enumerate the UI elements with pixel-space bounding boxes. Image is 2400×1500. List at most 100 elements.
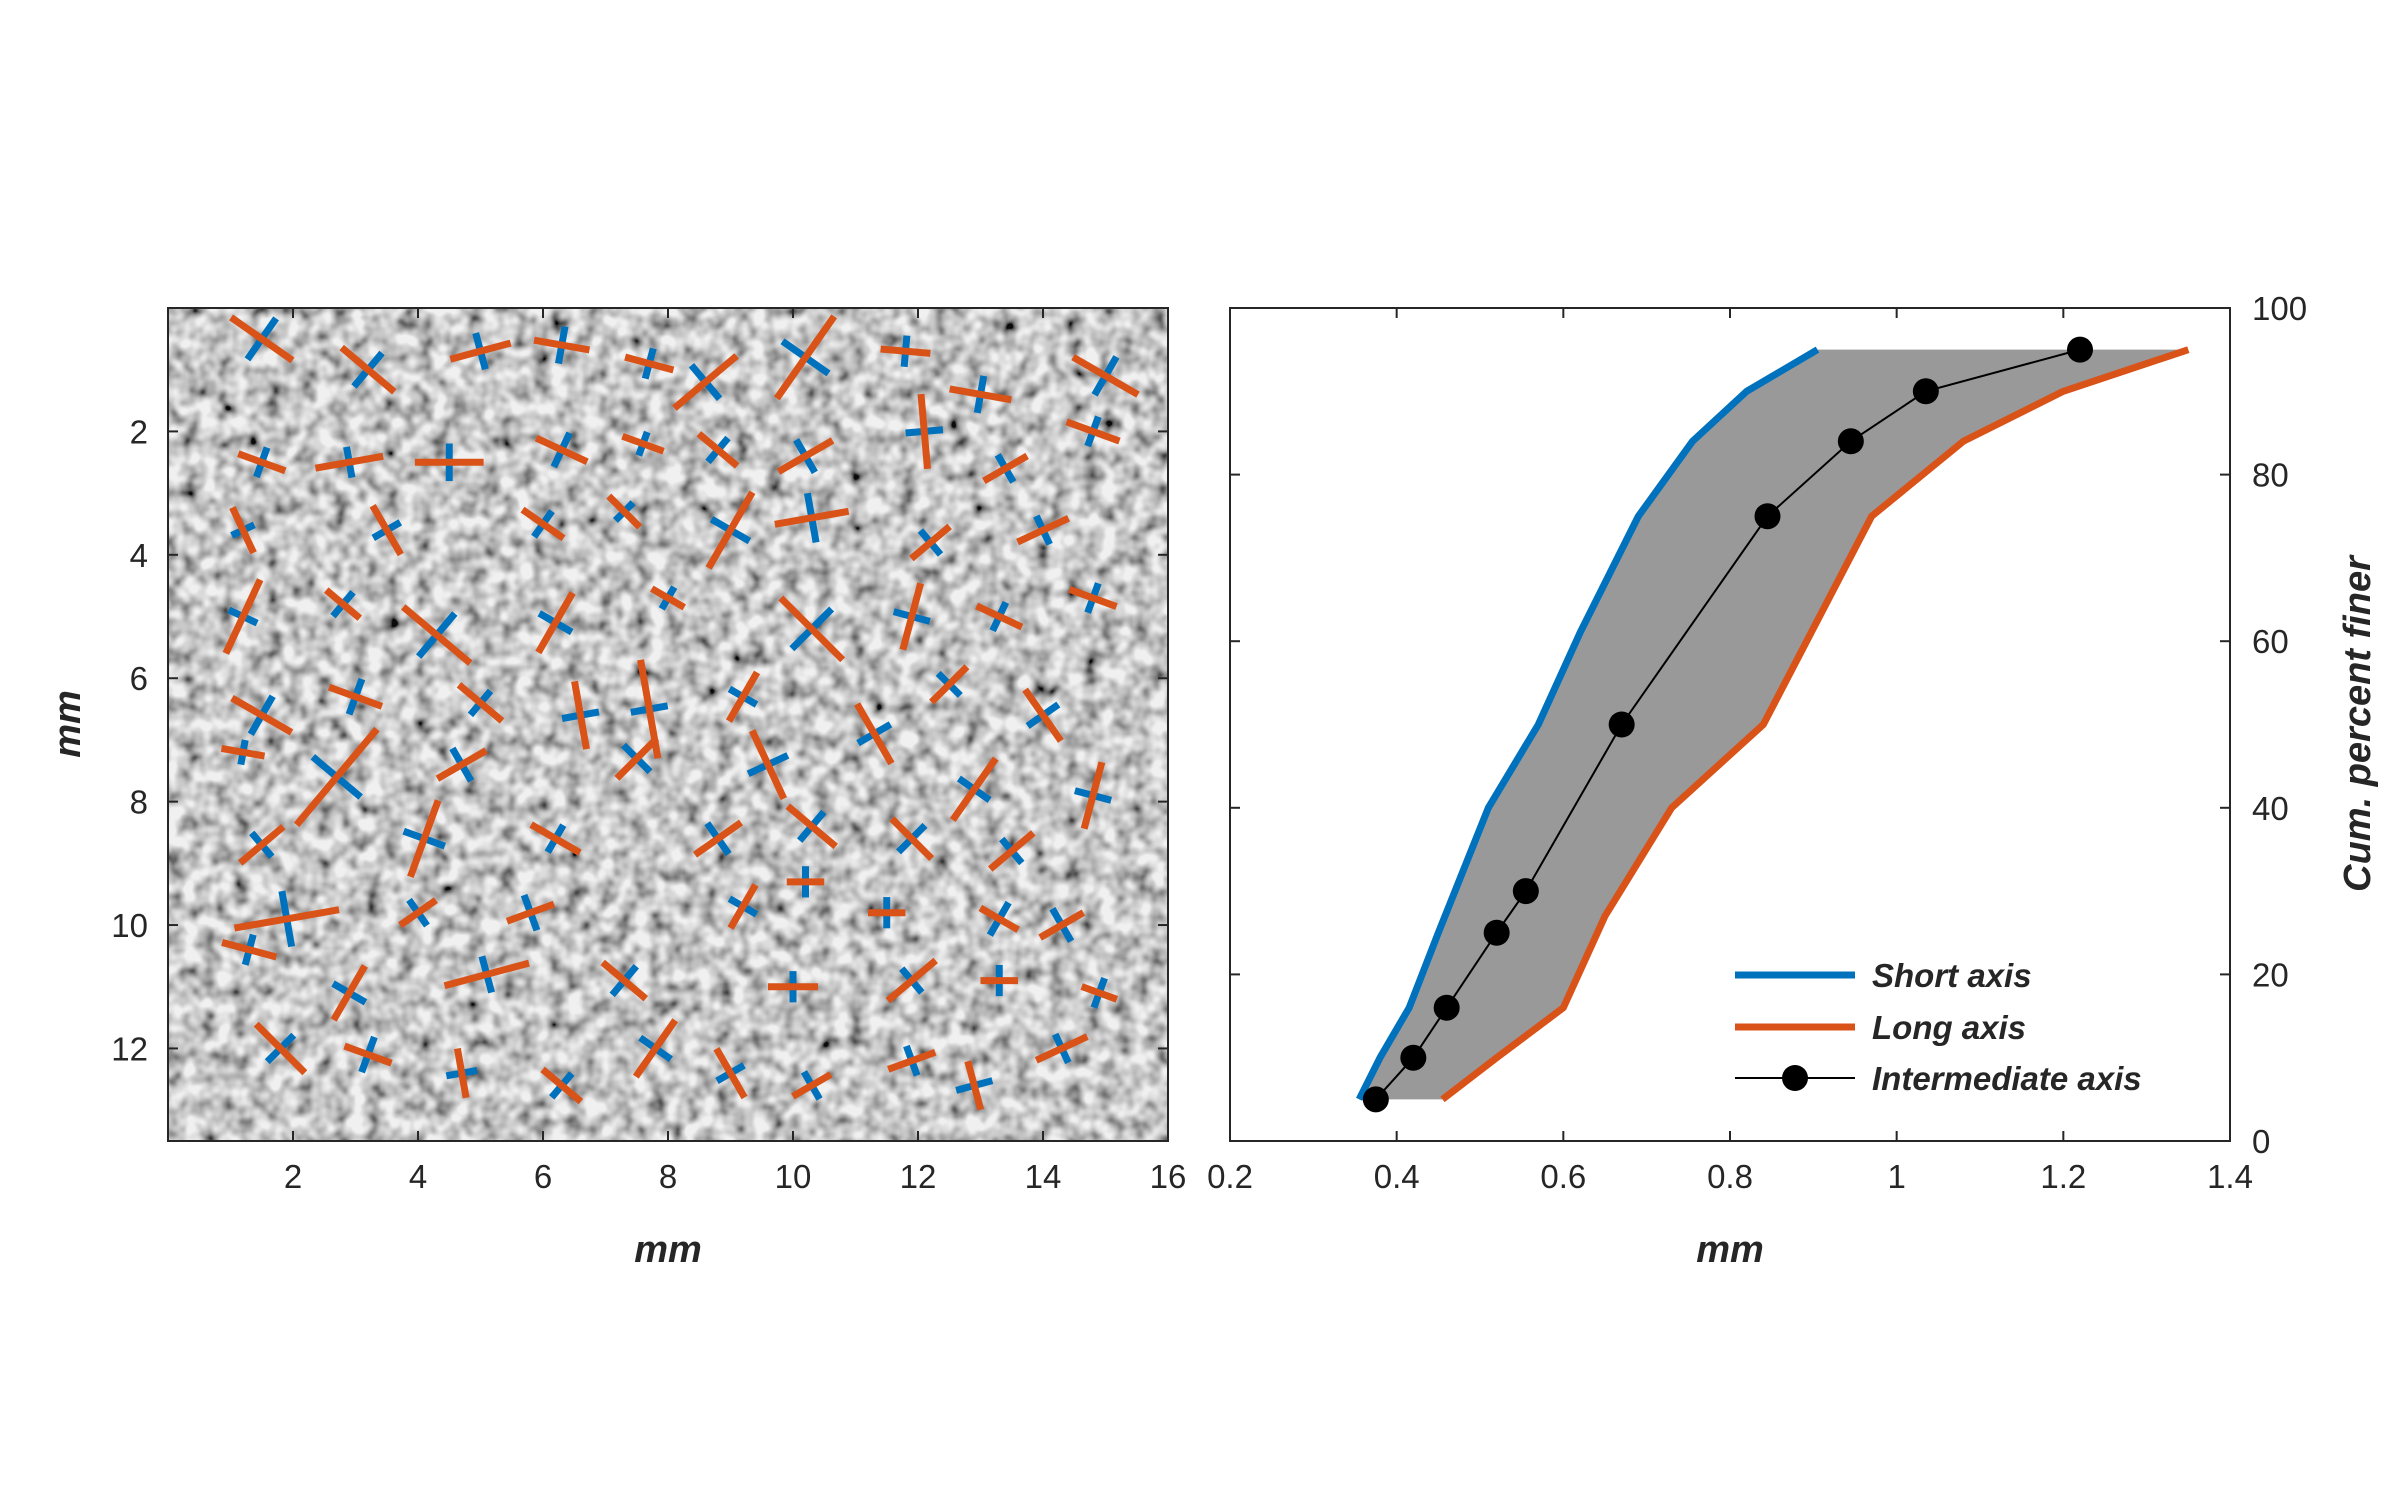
grain-long-axis-line bbox=[632, 1018, 679, 1079]
grain-long-axis-line bbox=[600, 959, 649, 1002]
legend-label-short-axis: Short axis bbox=[1872, 957, 2032, 994]
grain-long-axis-line bbox=[314, 452, 384, 472]
grain-long-axis-line bbox=[220, 745, 266, 760]
grain-long-axis-line bbox=[889, 816, 935, 862]
left-y-axis-label: mm bbox=[47, 690, 89, 758]
grain-long-axis-line bbox=[398, 897, 438, 929]
grain-long-axis-line bbox=[987, 830, 1036, 872]
grain-long-axis-line bbox=[534, 434, 589, 465]
grain-long-axis-line bbox=[1080, 761, 1106, 830]
grain-long-axis-line bbox=[727, 883, 759, 930]
intermediate-axis-point bbox=[2067, 336, 2093, 363]
grain-long-axis-line bbox=[400, 604, 473, 666]
right-x-tick-label: 1.4 bbox=[2207, 1158, 2253, 1195]
left-y-tick-label: 2 bbox=[130, 413, 148, 450]
right-y-tick-label: 20 bbox=[2252, 956, 2289, 993]
grain-long-axis-line bbox=[949, 756, 999, 823]
grain-long-axis-line bbox=[237, 824, 286, 866]
grain-long-axis-line bbox=[854, 702, 895, 766]
grain-long-axis-line bbox=[1071, 354, 1140, 398]
grain-long-axis-line bbox=[975, 602, 1024, 631]
grain-long-axis-line bbox=[330, 964, 368, 1022]
grain-long-axis-line bbox=[443, 959, 530, 990]
left-x-tick-label: 12 bbox=[900, 1158, 937, 1195]
grain-long-axis-line bbox=[230, 695, 294, 736]
legend: Short axis Long axis Intermediate axis bbox=[1735, 957, 2142, 1097]
right-y-tick-label: 40 bbox=[2252, 790, 2289, 827]
legend-marker-intermediate-axis bbox=[1782, 1065, 1808, 1091]
grain-long-axis-line bbox=[407, 799, 442, 879]
intermediate-axis-points bbox=[1362, 336, 2093, 1113]
grain-long-axis-line bbox=[982, 452, 1029, 484]
grain-long-axis-line bbox=[237, 450, 287, 475]
grain-long-axis-line bbox=[233, 906, 340, 932]
short-long-range-band bbox=[1359, 349, 2189, 1100]
right-y-tick-label: 100 bbox=[2252, 290, 2307, 327]
intermediate-axis-point bbox=[1433, 994, 1460, 1021]
left-x-axis-ticks: 2 4 6 8 10 12 14 16 bbox=[284, 308, 1187, 1195]
left-x-axis-label: mm bbox=[634, 1229, 702, 1271]
intermediate-axis-point bbox=[1837, 428, 1864, 455]
grain-long-axis-line bbox=[1022, 687, 1064, 743]
grain-long-axis-line bbox=[293, 726, 380, 828]
left-y-tick-label: 4 bbox=[130, 537, 148, 574]
grain-long-axis-line bbox=[672, 353, 739, 411]
grain-long-axis-line bbox=[327, 683, 384, 710]
grain-long-axis-line bbox=[705, 490, 756, 570]
intermediate-axis-point bbox=[1608, 711, 1635, 738]
intermediate-axis-point bbox=[1362, 1086, 1389, 1113]
intermediate-axis-point bbox=[1400, 1044, 1427, 1071]
grain-long-axis-line bbox=[453, 1047, 470, 1099]
right-x-axis-ticks: 0.2 0.4 0.6 0.8 1 1.2 1.4 bbox=[1207, 308, 2253, 1195]
grain-long-axis-line bbox=[748, 729, 788, 801]
series-line-long-axis bbox=[1440, 346, 2190, 1103]
right-y-tick-label: 0 bbox=[2252, 1123, 2270, 1160]
left-x-tick-label: 10 bbox=[775, 1158, 812, 1195]
left-x-tick-label: 4 bbox=[409, 1158, 427, 1195]
grain-long-axis-line bbox=[773, 314, 838, 401]
grain-long-axis-line bbox=[1080, 983, 1119, 1003]
grain-long-axis-line bbox=[1016, 515, 1070, 546]
legend-label-intermediate-axis: Intermediate axis bbox=[1872, 1060, 2142, 1097]
legend-label-long-axis: Long axis bbox=[1872, 1009, 2026, 1046]
grain-long-axis-line bbox=[1065, 418, 1121, 445]
grain-long-axis-line bbox=[456, 682, 505, 724]
grain-long-axis-line bbox=[791, 1071, 833, 1100]
grain-long-axis-line bbox=[929, 664, 970, 705]
left-x-tick-label: 6 bbox=[534, 1158, 552, 1195]
right-y-axis-label: Cum. percent finer bbox=[2337, 554, 2379, 892]
grain-long-axis-line bbox=[1034, 1033, 1089, 1064]
intermediate-axis-point bbox=[1483, 919, 1510, 946]
right-y-tick-label: 60 bbox=[2252, 623, 2289, 660]
grain-long-axis-line bbox=[435, 747, 488, 782]
grain-long-axis-line bbox=[696, 431, 740, 469]
left-x-tick-label: 16 bbox=[1150, 1158, 1187, 1195]
grain-long-axis-line bbox=[1068, 586, 1118, 610]
right-y-axis-ticks: 0 20 40 60 80 100 bbox=[1230, 290, 2307, 1160]
grain-long-axis-line bbox=[339, 344, 397, 395]
right-x-tick-label: 0.4 bbox=[1374, 1158, 1420, 1195]
right-x-tick-label: 0.6 bbox=[1540, 1158, 1586, 1195]
grain-long-axis-line bbox=[221, 939, 278, 961]
series-line-intermediate-axis bbox=[1375, 348, 2081, 1101]
grain-long-axis-line bbox=[692, 819, 744, 858]
grain-long-axis-line bbox=[964, 1060, 985, 1111]
grain-long-axis-line bbox=[624, 353, 675, 374]
grain-long-axis-line bbox=[505, 900, 556, 925]
left-y-tick-label: 6 bbox=[130, 660, 148, 697]
left-x-tick-label: 14 bbox=[1025, 1158, 1062, 1195]
right-x-axis-label: mm bbox=[1696, 1229, 1764, 1271]
grain-long-axis-line bbox=[949, 385, 1012, 404]
left-y-axis-ticks: 2 4 6 8 10 12 bbox=[111, 413, 1168, 1067]
intermediate-axis-point bbox=[1912, 378, 1939, 405]
right-x-tick-label: 1 bbox=[1887, 1158, 1905, 1195]
grain-axis-overlay bbox=[220, 314, 1140, 1111]
grain-long-axis-line bbox=[535, 591, 576, 655]
intermediate-axis-point bbox=[1754, 503, 1781, 530]
grain-long-axis-line bbox=[713, 1047, 748, 1100]
grain-long-axis-line bbox=[606, 493, 643, 530]
grain-long-axis-line bbox=[776, 437, 835, 475]
grain-long-axis-line bbox=[369, 504, 404, 557]
grain-long-axis-line bbox=[229, 314, 295, 364]
